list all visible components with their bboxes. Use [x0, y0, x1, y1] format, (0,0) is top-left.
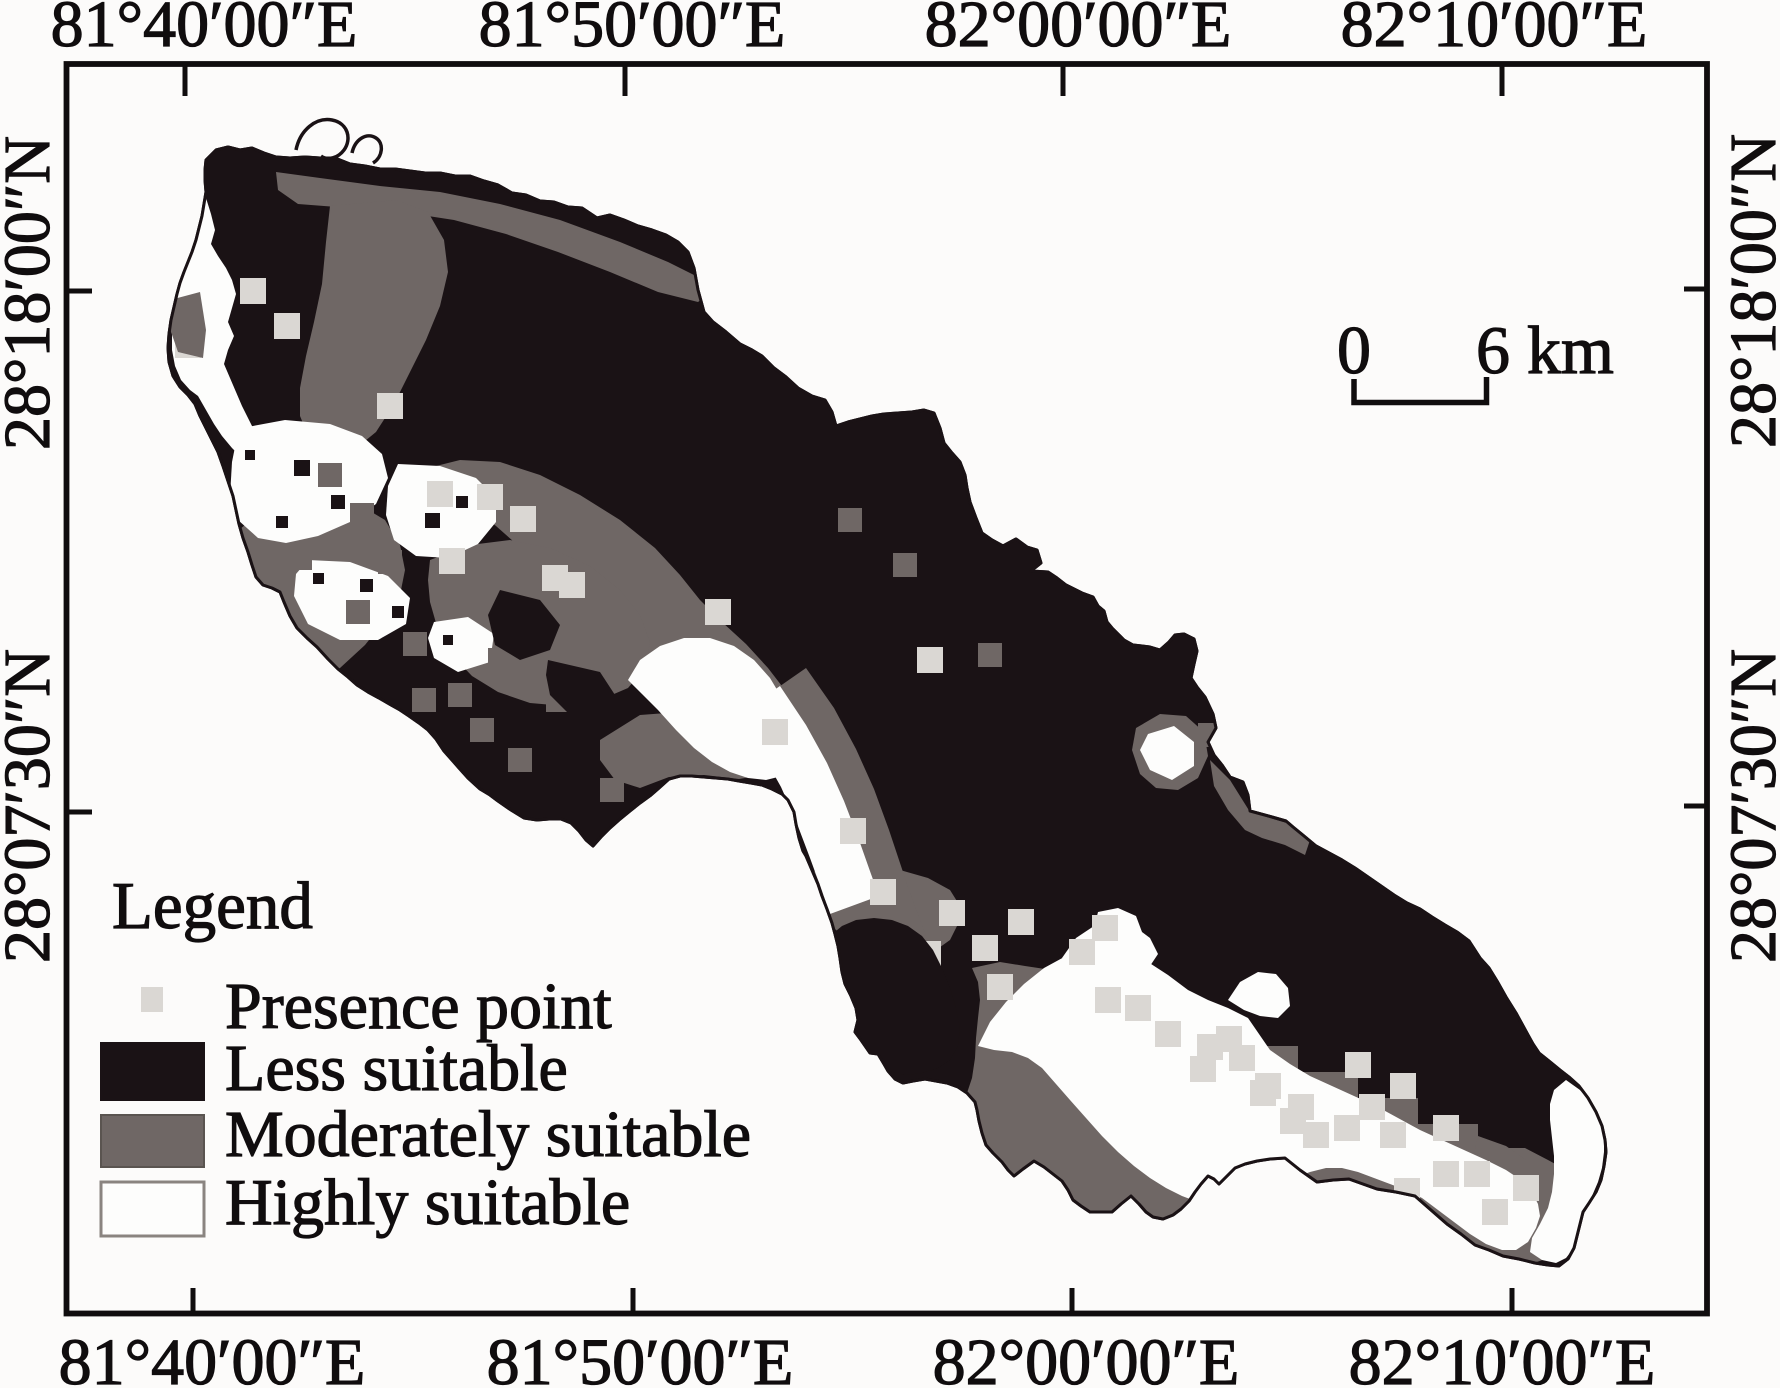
svg-text:28°07′30″N: 28°07′30″N [0, 649, 64, 963]
svg-text:0: 0 [1337, 312, 1371, 388]
svg-text:Legend: Legend [112, 869, 313, 943]
svg-text:82°10′00″E: 82°10′00″E [1349, 1326, 1656, 1388]
svg-text:Less suitable: Less suitable [225, 1032, 568, 1105]
svg-text:Presence point: Presence point [225, 970, 612, 1043]
svg-text:6 km: 6 km [1476, 312, 1614, 388]
svg-text:81°50′00″E: 81°50′00″E [479, 0, 786, 61]
svg-text:81°50′00″E: 81°50′00″E [487, 1326, 794, 1388]
svg-text:81°40′00″E: 81°40′00″E [59, 1326, 366, 1388]
svg-text:28°18′00″N: 28°18′00″N [1717, 134, 1780, 448]
svg-text:81°40′00″E: 81°40′00″E [51, 0, 358, 61]
svg-text:82°10′00″E: 82°10′00″E [1341, 0, 1648, 61]
svg-text:28°18′00″N: 28°18′00″N [0, 136, 64, 450]
svg-text:82°00′00″E: 82°00′00″E [925, 0, 1232, 61]
svg-text:Highly suitable: Highly suitable [225, 1166, 630, 1239]
svg-text:Moderately suitable: Moderately suitable [225, 1098, 751, 1171]
svg-text:82°00′00″E: 82°00′00″E [933, 1326, 1240, 1388]
svg-text:28°07′30″N: 28°07′30″N [1717, 649, 1780, 963]
